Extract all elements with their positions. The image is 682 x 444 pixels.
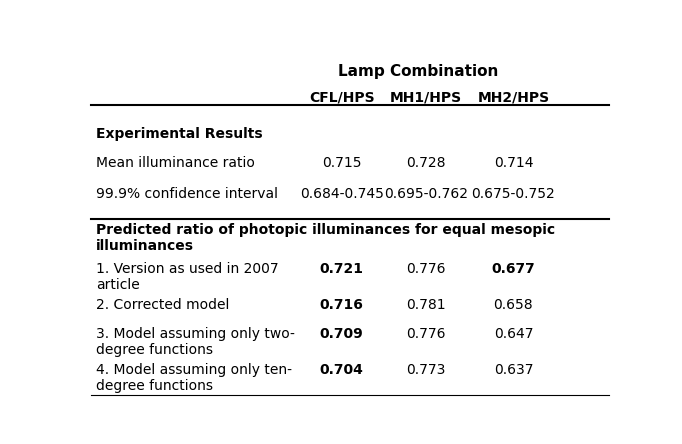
Text: 3. Model assuming only two-
degree functions: 3. Model assuming only two- degree funct… (95, 327, 295, 357)
Text: 0.728: 0.728 (406, 156, 446, 170)
Text: 2. Corrected model: 2. Corrected model (95, 298, 229, 312)
Text: 0.714: 0.714 (494, 156, 533, 170)
Text: 4. Model assuming only ten-
degree functions: 4. Model assuming only ten- degree funct… (95, 363, 292, 393)
Text: 0.776: 0.776 (406, 327, 446, 341)
Text: Predicted ratio of photopic illuminances for equal mesopic
illuminances: Predicted ratio of photopic illuminances… (95, 222, 555, 253)
Text: 0.773: 0.773 (406, 363, 446, 377)
Text: MH1/HPS: MH1/HPS (390, 91, 462, 105)
Text: 0.704: 0.704 (320, 363, 364, 377)
Text: 0.721: 0.721 (320, 262, 364, 276)
Text: 0.781: 0.781 (406, 298, 446, 312)
Text: 0.716: 0.716 (320, 298, 364, 312)
Text: Experimental Results: Experimental Results (95, 127, 263, 141)
Text: 0.637: 0.637 (494, 363, 533, 377)
Text: CFL/HPS: CFL/HPS (309, 91, 374, 105)
Text: 0.776: 0.776 (406, 262, 446, 276)
Text: Mean illuminance ratio: Mean illuminance ratio (95, 156, 254, 170)
Text: MH2/HPS: MH2/HPS (477, 91, 550, 105)
Text: 0.658: 0.658 (494, 298, 533, 312)
Text: 99.9% confidence interval: 99.9% confidence interval (95, 186, 278, 201)
Text: 0.695-0.762: 0.695-0.762 (384, 186, 468, 201)
Text: 1. Version as used in 2007
article: 1. Version as used in 2007 article (95, 262, 278, 292)
Text: Lamp Combination: Lamp Combination (338, 63, 499, 79)
Text: 0.684-0.745: 0.684-0.745 (299, 186, 383, 201)
Text: 0.715: 0.715 (322, 156, 361, 170)
Text: 0.677: 0.677 (492, 262, 535, 276)
Text: 0.647: 0.647 (494, 327, 533, 341)
Text: 0.709: 0.709 (320, 327, 364, 341)
Text: 0.675-0.752: 0.675-0.752 (471, 186, 555, 201)
